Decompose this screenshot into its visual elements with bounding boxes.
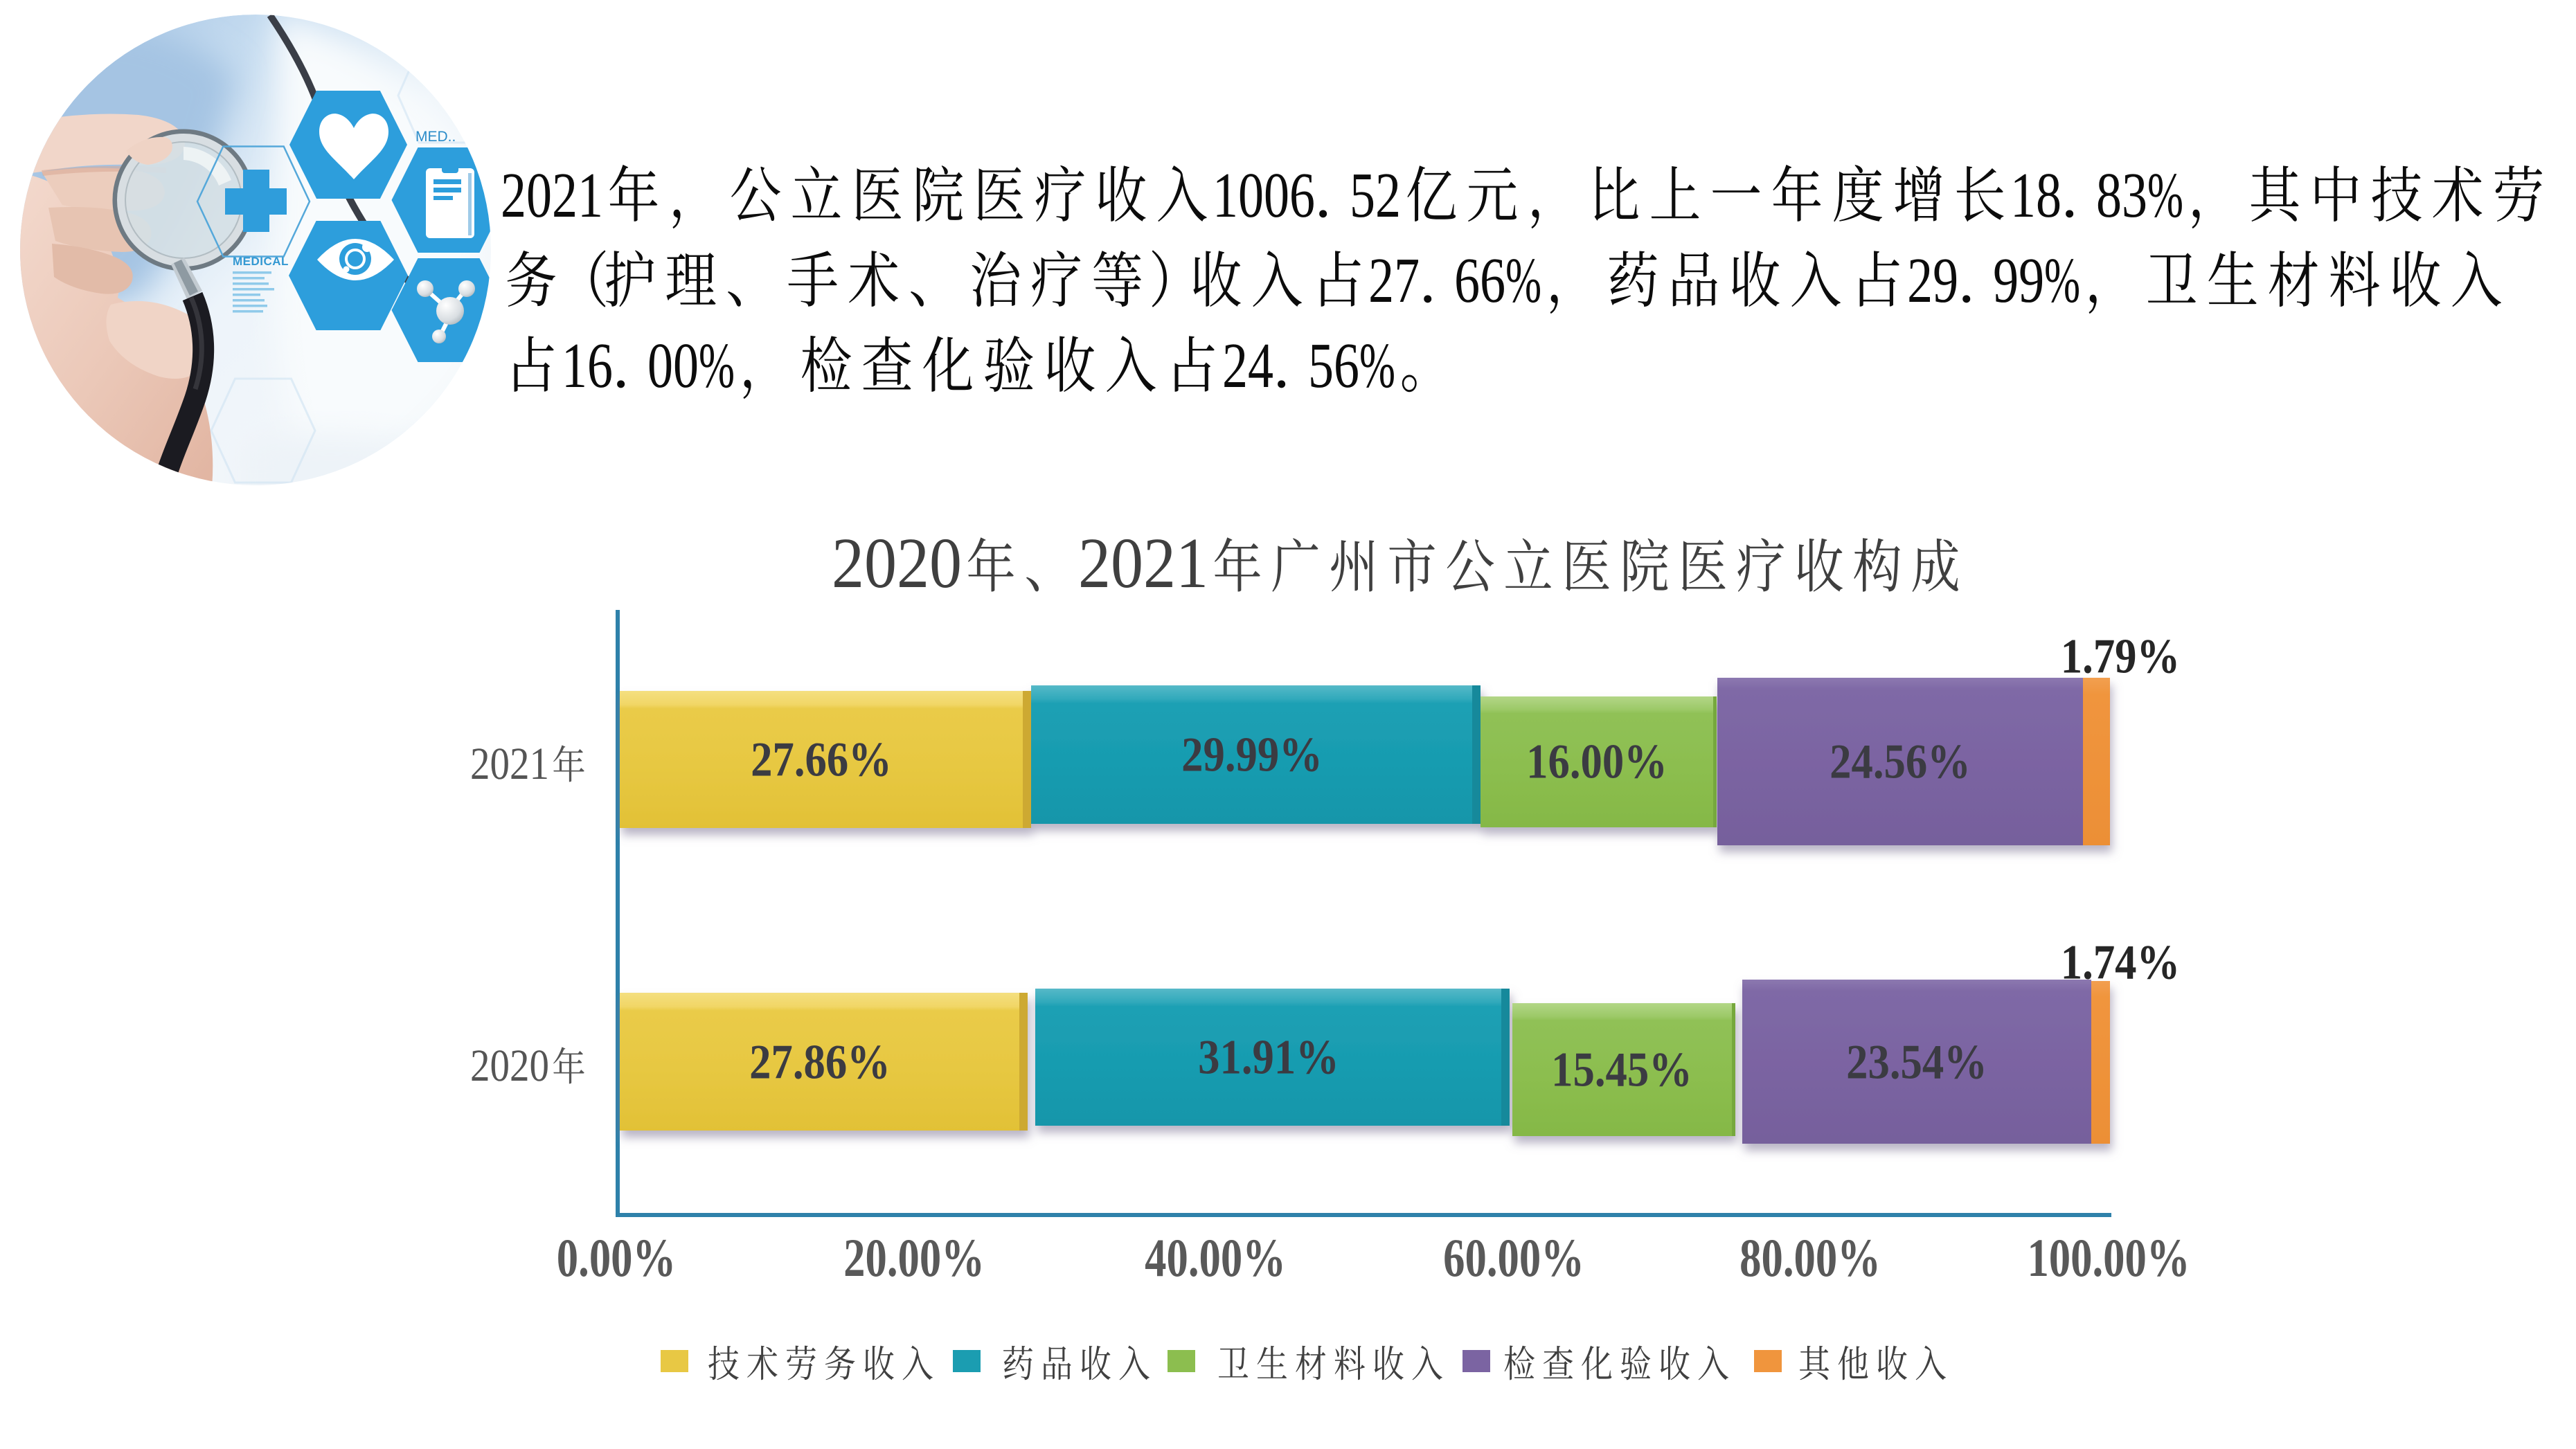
- svg-text:29.99%: 29.99%: [1181, 728, 1323, 782]
- svg-text:20.00%: 20.00%: [843, 1229, 985, 1288]
- svg-text:0.00%: 0.00%: [557, 1229, 676, 1288]
- svg-text:1.79%: 1.79%: [2061, 630, 2180, 683]
- svg-text:27.86%: 27.86%: [749, 1036, 891, 1089]
- svg-text:27.66%: 27.66%: [751, 733, 892, 786]
- svg-text:15.45%: 15.45%: [1551, 1043, 1692, 1097]
- svg-text:24.56%: 24.56%: [1830, 735, 1971, 789]
- svg-text:MEDICAL: MEDICAL: [233, 255, 289, 268]
- svg-text:40.00%: 40.00%: [1145, 1229, 1286, 1288]
- svg-text:16.00%: 16.00%: [1526, 735, 1667, 789]
- svg-text:80.00%: 80.00%: [1739, 1229, 1881, 1288]
- svg-text:MED..: MED..: [415, 129, 456, 145]
- svg-text:1.74%: 1.74%: [2061, 936, 2180, 989]
- svg-text:23.54%: 23.54%: [1846, 1036, 1987, 1089]
- svg-text:60.00%: 60.00%: [1443, 1229, 1584, 1288]
- svg-text:100.00%: 100.00%: [2027, 1229, 2190, 1288]
- svg-text:31.91%: 31.91%: [1198, 1031, 1339, 1084]
